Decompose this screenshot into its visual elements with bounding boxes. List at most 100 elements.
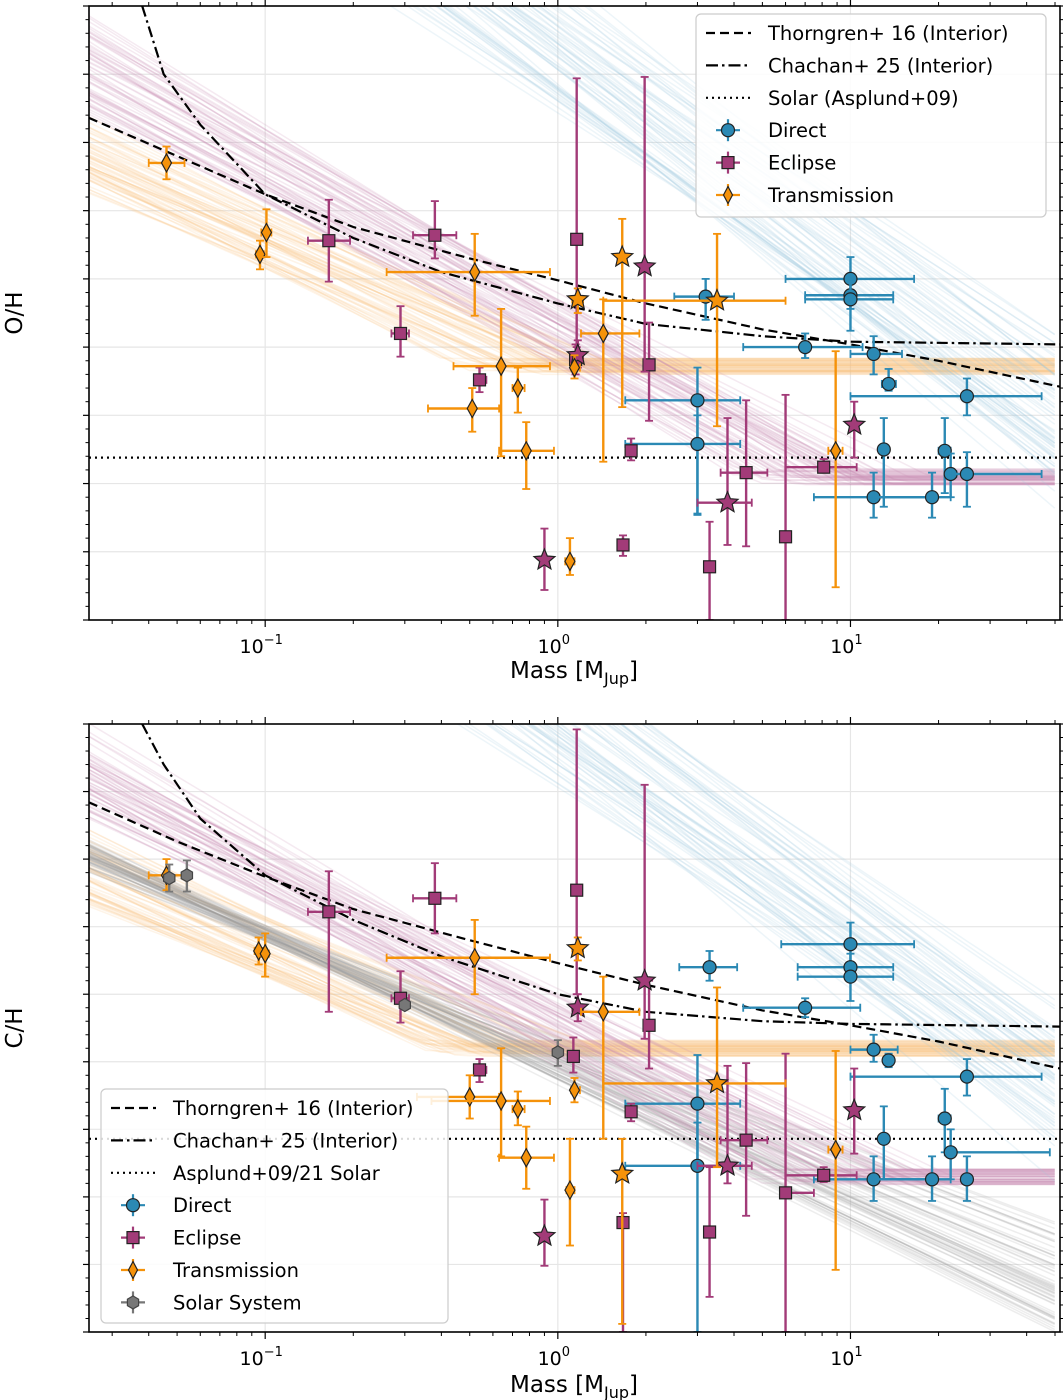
circle-marker — [690, 393, 705, 408]
trend-band-line-direct — [462, 724, 1056, 1098]
diamond-marker — [260, 222, 273, 243]
data-point-direct — [804, 280, 895, 332]
trend-band-line-transmission — [89, 897, 1055, 1047]
trend-band-line-direct — [551, 6, 1056, 336]
trend-band-line-direct — [495, 6, 1056, 439]
trend-band-line-solar — [89, 859, 1055, 1270]
data-point-solar — [398, 997, 411, 1013]
data-point-eclipse — [632, 76, 657, 373]
circle-marker — [959, 1069, 975, 1084]
trend-band-line-direct — [470, 6, 1056, 438]
diamond-marker — [512, 1098, 524, 1120]
trend-band-line-solar — [89, 852, 1056, 1285]
trend-band-line-direct — [516, 724, 1056, 1108]
data-point-solar — [180, 859, 194, 893]
diamond-marker — [160, 152, 173, 174]
data-point-eclipse — [632, 783, 657, 1040]
diamond-marker — [466, 398, 478, 419]
legend-label: Transmission — [767, 184, 894, 207]
trend-band-line-eclipse — [89, 788, 1055, 1183]
star-marker — [842, 1097, 867, 1121]
data-point-transmission — [580, 298, 641, 463]
data-point-eclipse — [696, 1064, 753, 1185]
trend-band-line-direct — [497, 724, 1056, 1105]
trend-band-line-direct — [512, 724, 1056, 1182]
trend-band-line-direct — [467, 724, 1056, 1121]
square-marker — [322, 234, 336, 248]
trend-band-line-transmission — [89, 891, 1055, 1048]
trend-band-line-eclipse — [89, 72, 1055, 483]
circle-marker — [702, 960, 717, 975]
legend-label: Transmission — [172, 1259, 299, 1282]
trend-band-line-solar — [89, 848, 1056, 1318]
star-marker — [610, 1161, 635, 1185]
trend-band-line-solar — [89, 854, 1056, 1295]
trend-band-line-direct — [436, 6, 1056, 444]
trend-band-line-eclipse — [89, 94, 1055, 470]
trend-band-line-eclipse — [89, 753, 1055, 1173]
data-point-transmission — [610, 217, 635, 409]
data-point-direct — [937, 417, 952, 495]
diamond-marker — [520, 1147, 532, 1168]
circle-marker — [937, 443, 952, 458]
data-point-transmission — [602, 232, 787, 428]
trend-band-line-eclipse — [89, 31, 1055, 484]
data-points — [147, 76, 1043, 620]
data-point-eclipse — [702, 1166, 717, 1298]
circle-marker — [881, 376, 896, 392]
data-point-eclipse — [784, 458, 858, 474]
trend-band-line-eclipse — [89, 735, 1055, 1171]
trend-band-line-direct — [640, 724, 1056, 1001]
legend-box — [695, 13, 1047, 218]
star-marker — [565, 935, 590, 959]
square-marker — [624, 444, 638, 458]
trend-band-line-eclipse — [89, 809, 1055, 1185]
trend-band-line-transmission — [89, 852, 1055, 1049]
trend-band-line-direct — [547, 724, 1056, 1061]
data-point-transmission — [568, 354, 581, 380]
circle-marker — [881, 1053, 896, 1068]
trend-band-line-direct — [420, 6, 1056, 445]
trend-band-line-eclipse — [89, 20, 1055, 479]
trend-band-line-solar — [89, 849, 1056, 1292]
trend-band-line-transmission — [89, 881, 1055, 1048]
trend-band-line-direct — [482, 6, 1056, 398]
trend-band-line-transmission — [89, 840, 1055, 1043]
data-point-transmission — [385, 919, 551, 996]
circle-marker — [843, 937, 858, 952]
data-point-direct — [849, 335, 903, 376]
data-point-eclipse — [778, 393, 793, 620]
trend-band-line-solar — [89, 857, 1056, 1305]
trend-band-line-eclipse — [89, 797, 1055, 1173]
trend-band-line-transmission — [89, 136, 1055, 375]
square-marker — [739, 1133, 753, 1147]
trend-band-line-direct — [543, 724, 1056, 1057]
star-marker — [565, 286, 590, 310]
legend-label: Direct — [173, 1194, 232, 1217]
trend-band-line-direct — [440, 6, 1056, 473]
chachan-curve — [141, 6, 1060, 346]
circle-marker — [798, 1000, 813, 1015]
trend-band-line-transmission — [89, 879, 1055, 1047]
trend-band-line-direct — [510, 6, 1056, 448]
legend-label: Direct — [768, 119, 827, 142]
data-point-transmission — [498, 1125, 555, 1190]
trend-band-line-transmission — [89, 131, 1055, 368]
panel-ch: 10−1 100 101 C/H Mass [MJup] Thorngren+ 16… — [2, 717, 1063, 1400]
trend-band-line-direct — [529, 6, 1056, 408]
data-point-transmission — [827, 350, 844, 589]
trend-band-line-direct — [554, 724, 1056, 1077]
data-point-transmission — [565, 935, 590, 962]
square-marker — [322, 905, 336, 919]
data-point-transmission — [260, 208, 273, 258]
trend-band-line-eclipse — [89, 25, 1055, 484]
diamond-marker — [254, 244, 266, 265]
data-point-eclipse — [642, 979, 656, 1070]
circle-marker — [959, 466, 975, 482]
data-point-solar — [551, 1039, 565, 1067]
square-marker — [428, 891, 442, 905]
trend-band-line-transmission — [89, 126, 1055, 372]
trend-band-line-direct — [530, 6, 1056, 385]
trend-band-line-direct — [411, 6, 1056, 416]
